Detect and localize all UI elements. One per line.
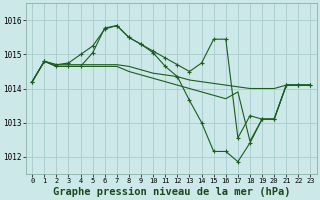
- X-axis label: Graphe pression niveau de la mer (hPa): Graphe pression niveau de la mer (hPa): [52, 186, 290, 197]
